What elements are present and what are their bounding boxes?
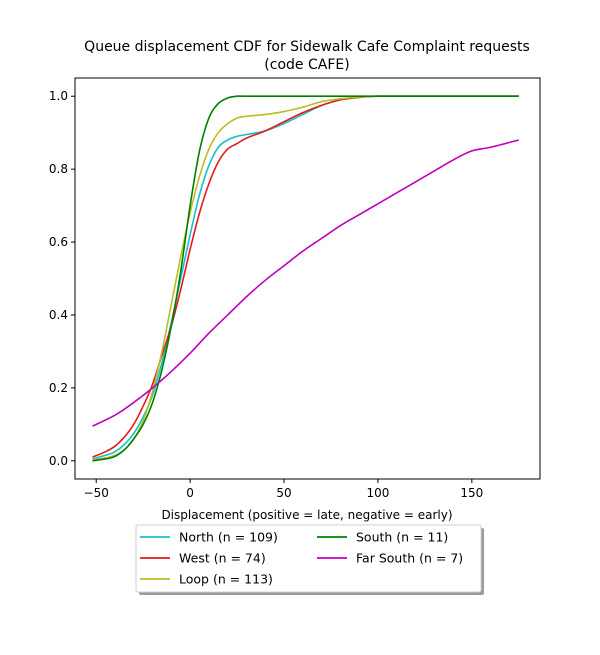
- y-tick-label: 0.0: [49, 454, 68, 468]
- series-line-3: [92, 95, 519, 462]
- y-axis-ticks: 0.0 0.2 0.4 0.6 0.8 1.0: [49, 89, 75, 468]
- legend-label-0: North (n = 109): [179, 530, 278, 545]
- x-tick-label: −50: [84, 486, 109, 500]
- y-tick-label: 0.2: [49, 381, 68, 395]
- legend-label-2: Loop (n = 113): [179, 572, 273, 587]
- legend-box: [135, 524, 482, 593]
- y-tick-label: 0.8: [49, 162, 68, 176]
- series-line-4: [92, 139, 519, 427]
- y-tick-label: 0.6: [49, 235, 68, 249]
- legend-label-4: Far South (n = 7): [356, 551, 463, 566]
- plot-frame: [74, 77, 541, 480]
- x-tick-label: 100: [366, 486, 389, 500]
- chart-title-line2: (code CAFE): [264, 57, 349, 73]
- series-line-0: [92, 95, 519, 460]
- x-axis-label: Displacement (positive = late, negative …: [161, 508, 452, 522]
- y-tick-label: 0.4: [49, 308, 68, 322]
- plot-lines: [92, 95, 519, 462]
- legend-label-1: West (n = 74): [179, 551, 266, 566]
- legend: North (n = 109) West (n = 74) Loop (n = 11…: [135, 524, 484, 595]
- x-axis-ticks: −50 0 50 100 150: [84, 479, 483, 500]
- x-tick-label: 150: [460, 486, 483, 500]
- series-line-1: [92, 95, 519, 458]
- series-line-2: [92, 95, 519, 461]
- y-tick-label: 1.0: [49, 89, 68, 103]
- x-tick-label: 0: [186, 486, 194, 500]
- x-tick-label: 50: [276, 486, 291, 500]
- legend-label-3: South (n = 11): [356, 530, 448, 545]
- chart-title-line1: Queue displacement CDF for Sidewalk Cafe…: [84, 39, 530, 55]
